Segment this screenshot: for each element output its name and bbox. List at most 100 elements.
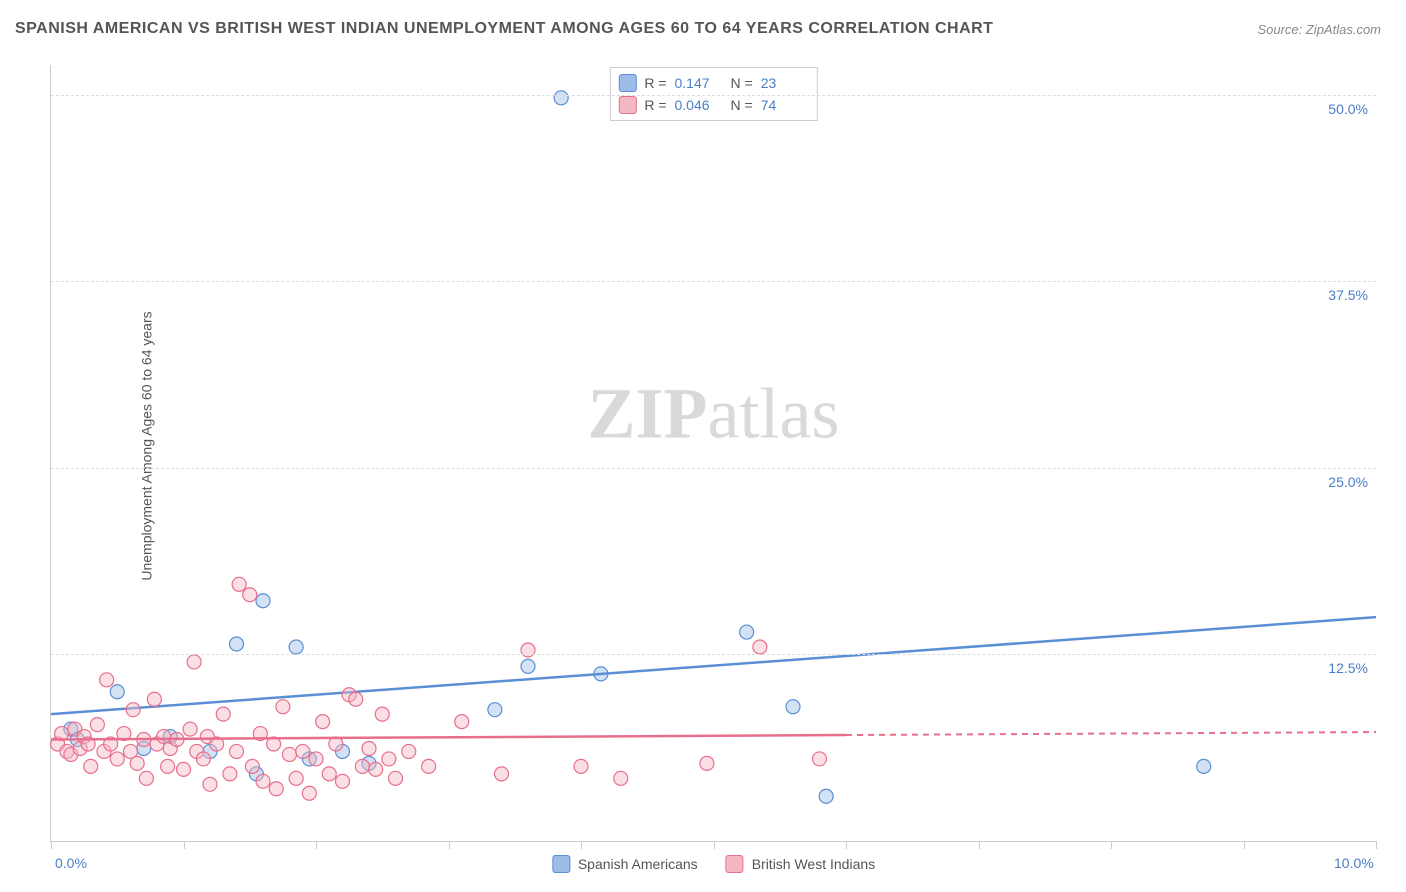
data-point-spanish xyxy=(740,625,754,639)
data-point-spanish xyxy=(488,703,502,717)
x-tick xyxy=(1244,841,1245,849)
data-point-bwi xyxy=(382,752,396,766)
data-point-spanish xyxy=(786,700,800,714)
data-point-bwi xyxy=(302,786,316,800)
x-tick xyxy=(979,841,980,849)
x-tick-label: 10.0% xyxy=(1334,855,1374,871)
y-tick-label: 12.5% xyxy=(1328,660,1368,676)
data-point-spanish xyxy=(110,685,124,699)
data-point-bwi xyxy=(336,774,350,788)
trend-line-dashed-bwi xyxy=(846,732,1376,735)
data-point-spanish xyxy=(819,789,833,803)
bottom-legend: Spanish Americans British West Indians xyxy=(552,855,875,873)
data-point-bwi xyxy=(574,759,588,773)
data-point-bwi xyxy=(362,741,376,755)
data-point-bwi xyxy=(183,722,197,736)
data-point-bwi xyxy=(126,703,140,717)
data-point-spanish xyxy=(289,640,303,654)
data-point-bwi xyxy=(614,771,628,785)
n-value-spanish: 23 xyxy=(761,75,809,91)
gridline xyxy=(51,654,1376,655)
data-point-bwi xyxy=(389,771,403,785)
r-label: R = xyxy=(644,97,666,113)
gridline xyxy=(51,468,1376,469)
data-point-bwi xyxy=(243,588,257,602)
x-tick-label: 0.0% xyxy=(55,855,87,871)
data-point-spanish xyxy=(521,659,535,673)
data-point-spanish xyxy=(1197,759,1211,773)
data-point-bwi xyxy=(349,692,363,706)
data-point-bwi xyxy=(269,782,283,796)
plot-area: ZIPatlas R = 0.147 N = 23 R = 0.046 N = … xyxy=(50,65,1376,842)
data-point-bwi xyxy=(196,752,210,766)
trend-line-spanish xyxy=(51,617,1376,714)
correlation-chart: SPANISH AMERICAN VS BRITISH WEST INDIAN … xyxy=(0,0,1406,892)
data-point-bwi xyxy=(753,640,767,654)
data-point-bwi xyxy=(375,707,389,721)
data-point-bwi xyxy=(355,759,369,773)
data-point-bwi xyxy=(276,700,290,714)
data-point-bwi xyxy=(187,655,201,669)
data-point-bwi xyxy=(369,762,383,776)
swatch-spanish xyxy=(552,855,570,873)
data-point-bwi xyxy=(130,756,144,770)
data-point-bwi xyxy=(283,747,297,761)
x-tick xyxy=(1376,841,1377,849)
data-point-bwi xyxy=(203,777,217,791)
data-point-bwi xyxy=(455,715,469,729)
legend-item-spanish: Spanish Americans xyxy=(552,855,698,873)
data-point-bwi xyxy=(84,759,98,773)
y-tick-label: 50.0% xyxy=(1328,101,1368,117)
data-point-bwi xyxy=(322,767,336,781)
data-point-bwi xyxy=(495,767,509,781)
data-point-bwi xyxy=(90,718,104,732)
n-value-bwi: 74 xyxy=(761,97,809,113)
x-tick xyxy=(1111,841,1112,849)
data-point-bwi xyxy=(309,752,323,766)
data-point-bwi xyxy=(316,715,330,729)
swatch-bwi xyxy=(618,96,636,114)
x-tick xyxy=(184,841,185,849)
stats-row-spanish: R = 0.147 N = 23 xyxy=(618,72,808,94)
gridline xyxy=(51,281,1376,282)
data-point-bwi xyxy=(296,744,310,758)
r-value-spanish: 0.147 xyxy=(675,75,723,91)
data-point-bwi xyxy=(245,759,259,773)
data-point-bwi xyxy=(161,759,175,773)
chart-title: SPANISH AMERICAN VS BRITISH WEST INDIAN … xyxy=(15,20,993,38)
data-point-bwi xyxy=(402,744,416,758)
data-point-bwi xyxy=(110,752,124,766)
legend-label-spanish: Spanish Americans xyxy=(578,856,698,872)
legend-item-bwi: British West Indians xyxy=(726,855,875,873)
data-point-bwi xyxy=(813,752,827,766)
x-tick xyxy=(316,841,317,849)
x-tick xyxy=(51,841,52,849)
n-label: N = xyxy=(731,75,753,91)
y-tick-label: 25.0% xyxy=(1328,474,1368,490)
stats-row-bwi: R = 0.046 N = 74 xyxy=(618,94,808,116)
source-label: Source: ZipAtlas.com xyxy=(1257,22,1381,37)
data-point-bwi xyxy=(422,759,436,773)
x-tick xyxy=(581,841,582,849)
data-point-bwi xyxy=(100,673,114,687)
gridline xyxy=(51,95,1376,96)
data-point-bwi xyxy=(289,771,303,785)
swatch-spanish xyxy=(618,74,636,92)
data-point-bwi xyxy=(223,767,237,781)
x-tick xyxy=(714,841,715,849)
data-point-spanish xyxy=(256,594,270,608)
data-point-bwi xyxy=(147,692,161,706)
data-point-bwi xyxy=(256,774,270,788)
data-point-spanish xyxy=(230,637,244,651)
n-label: N = xyxy=(731,97,753,113)
y-tick-label: 37.5% xyxy=(1328,287,1368,303)
r-value-bwi: 0.046 xyxy=(675,97,723,113)
data-point-bwi xyxy=(232,577,246,591)
x-tick xyxy=(846,841,847,849)
swatch-bwi xyxy=(726,855,744,873)
r-label: R = xyxy=(644,75,666,91)
data-point-bwi xyxy=(700,756,714,770)
x-tick xyxy=(449,841,450,849)
legend-label-bwi: British West Indians xyxy=(752,856,875,872)
plot-svg xyxy=(51,65,1376,841)
